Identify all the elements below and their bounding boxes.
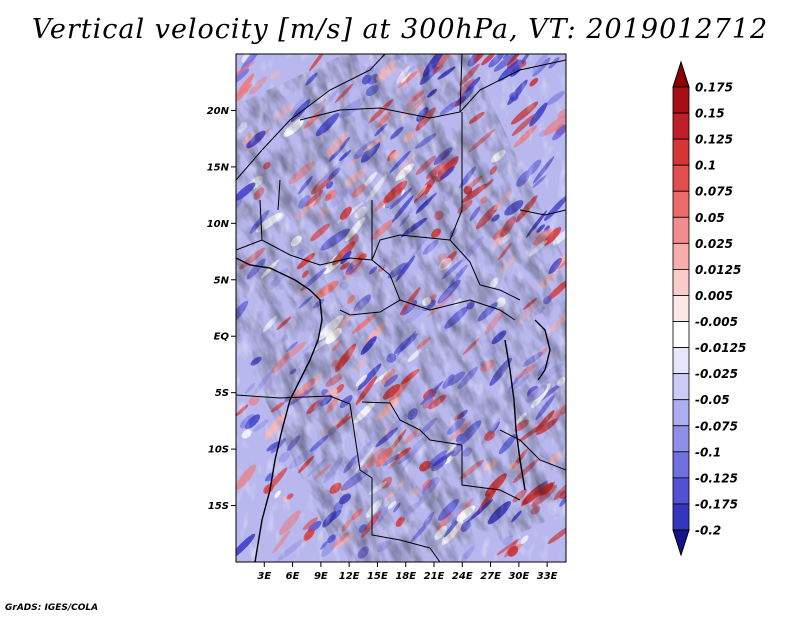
colorbar-swatch (672, 216, 690, 244)
lon-tick-label: 12E (339, 571, 360, 582)
colorbar-label: 0.05 (695, 211, 725, 225)
lat-tick-label: 15S (208, 501, 229, 512)
lon-tick-label: 6E (286, 571, 300, 582)
lat-tick-label: 5S (215, 388, 229, 399)
colorbar-label: -0.1 (695, 445, 721, 459)
colorbar-top-arrow (672, 60, 690, 88)
colorbar-swatch (672, 190, 690, 218)
colorbar-label: -0.005 (695, 315, 738, 329)
colorbar-label: -0.075 (695, 419, 738, 433)
colorbar-label: -0.05 (695, 393, 730, 407)
lon-tick-label: 15E (367, 571, 388, 582)
lon-tick-label: 18E (395, 571, 416, 582)
lon-tick-label: 30E (508, 571, 529, 582)
colorbar-label: 0.1 (695, 159, 716, 173)
colorbar-swatch (672, 242, 690, 270)
country-borders (236, 54, 566, 562)
colorbar-label: -0.125 (695, 471, 738, 485)
colorbar-swatch (672, 138, 690, 166)
lon-tick-label: 24E (452, 571, 473, 582)
colorbar-label: 0.15 (695, 107, 725, 121)
footer-credit: GrADS: IGES/COLA (5, 603, 99, 613)
colorbar-bottom-arrow (672, 529, 690, 557)
colorbar-swatch (672, 399, 690, 427)
colorbar-label: 0.075 (695, 185, 733, 199)
colorbar-label: 0.005 (695, 289, 733, 303)
lon-tick-label: 3E (257, 571, 271, 582)
colorbar-label: -0.025 (695, 367, 738, 381)
longitude-ticks: 3E 6E 9E 12E 15E 18E 21E 24E 27E 30E 33E (257, 562, 558, 582)
velocity-field (236, 54, 566, 562)
lon-tick-label: 21E (424, 571, 445, 582)
colorbar-swatch (672, 503, 690, 531)
coastline (236, 257, 551, 562)
colorbar-swatch (672, 425, 690, 453)
colorbar-swatch (672, 164, 690, 192)
map-title: Vertical velocity [m/s] at 300hPa, VT: 2… (31, 14, 769, 45)
colorbar-label: 0.125 (695, 133, 733, 147)
colorbar-label: 0.0125 (695, 263, 741, 277)
lat-tick-label: EQ (214, 332, 230, 343)
colorbar-swatch (672, 112, 690, 140)
colorbar-swatch (672, 86, 690, 114)
colorbar-swatch (672, 269, 690, 296)
lon-tick-label: 9E (314, 571, 328, 582)
lat-tick-label: 15N (207, 162, 230, 173)
lat-tick-label: 10S (208, 445, 229, 456)
colorbar-swatch (672, 477, 690, 505)
colorbar-label: -0.2 (695, 524, 721, 538)
plot-frame (235, 53, 567, 563)
colorbar-swatch (672, 321, 690, 348)
lon-tick-label: 27E (480, 571, 501, 582)
lat-tick-label: 5N (214, 275, 230, 286)
colorbar-label: -0.0125 (695, 341, 746, 355)
colorbar-label: 0.175 (695, 81, 733, 95)
colorbar-swatch (672, 451, 690, 479)
latitude-ticks: 20N 15N 10N 5N EQ 5S 10S 15S (207, 106, 236, 512)
colorbar-swatch (672, 295, 690, 322)
colorbar: 0.175 0.15 0.125 0.1 0.075 0.05 0.025 0.0125 0.0… (672, 60, 746, 557)
colorbar-label: -0.175 (695, 497, 738, 511)
colorbar-swatch (672, 347, 690, 375)
lon-tick-label: 33E (537, 571, 558, 582)
lat-tick-label: 20N (207, 106, 230, 117)
lat-tick-label: 10N (207, 219, 230, 230)
colorbar-swatch (672, 373, 690, 401)
colorbar-label: 0.025 (695, 237, 733, 251)
